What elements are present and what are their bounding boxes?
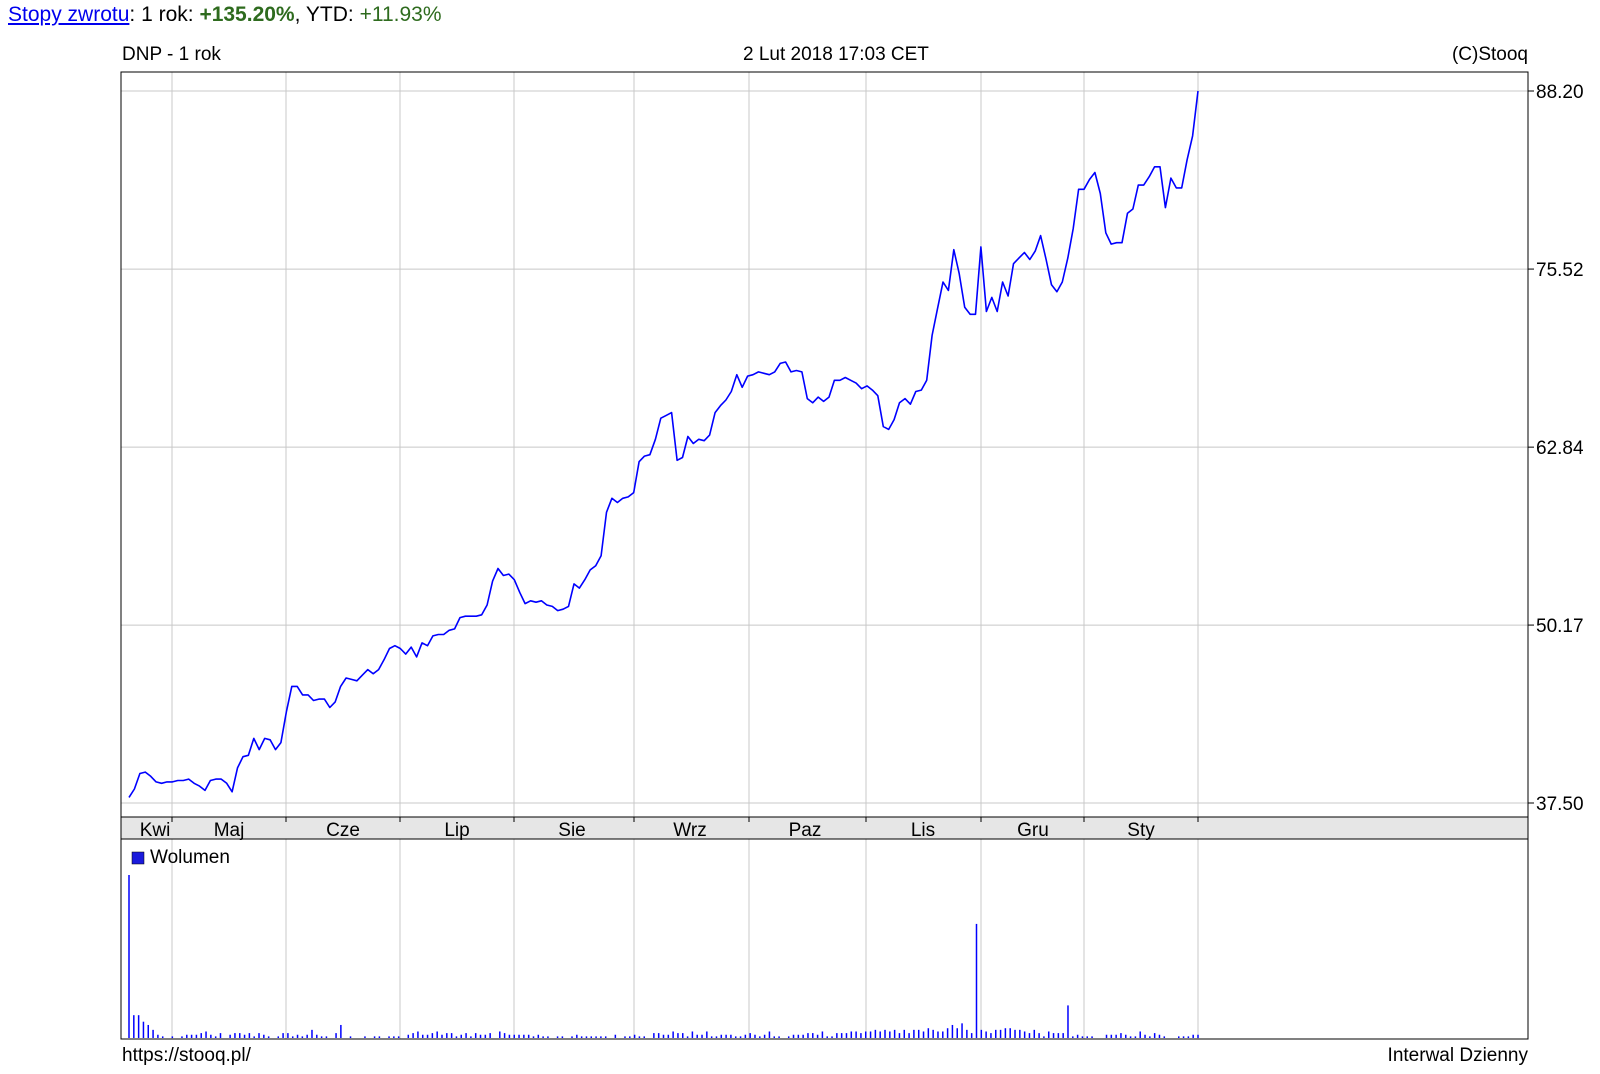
volume-legend-label: Wolumen xyxy=(150,847,230,868)
ytd-return-value: +11.93% xyxy=(359,3,442,26)
month-ticks: Kwi Maj Cze Lip Sie Wrz Paz Lis Gru Sty xyxy=(140,817,1199,841)
separator-comma: , xyxy=(294,3,306,26)
chart-timestamp: 2 Lut 2018 17:03 CET xyxy=(743,44,929,65)
month-label: Lis xyxy=(911,820,935,841)
source-url[interactable]: https://stooq.pl/ xyxy=(122,1045,251,1066)
period-return-value: +135.20% xyxy=(199,3,295,26)
y-tick-label: 75.52 xyxy=(1536,260,1584,281)
y-tick-label: 37.50 xyxy=(1536,794,1584,815)
interval-label: Interwal Dzienny xyxy=(1387,1045,1528,1066)
ytd-label: YTD: xyxy=(305,3,354,26)
price-line-series xyxy=(128,90,1199,798)
y-tick-label: 62.84 xyxy=(1536,438,1584,459)
month-label: Wrz xyxy=(673,820,706,841)
volume-legend-swatch xyxy=(131,851,145,865)
chart-symbol-title: DNP - 1 rok xyxy=(122,44,221,65)
month-label: Gru xyxy=(1017,820,1049,841)
period-label: 1 rok: xyxy=(141,3,194,26)
month-label: Sty xyxy=(1127,820,1155,841)
month-label: Kwi xyxy=(140,820,171,841)
month-label: Maj xyxy=(214,820,245,841)
returns-summary: Stopy zwrotu: 1 rok: +135.20%, YTD: +11.… xyxy=(8,0,442,30)
month-label: Sie xyxy=(558,820,585,841)
copyright-label: (C)Stooq xyxy=(1451,44,1528,65)
returns-link[interactable]: Stopy zwrotu xyxy=(8,3,130,26)
month-label: Lip xyxy=(444,820,469,841)
y-tick-label: 50.17 xyxy=(1536,616,1584,637)
y-axis-ticks: 88.20 75.52 62.84 50.17 37.50 xyxy=(1528,82,1584,815)
volume-bars xyxy=(128,875,1199,1038)
returns-colon: : xyxy=(129,3,142,26)
volume-grid xyxy=(171,839,1199,1039)
volume-plot-frame xyxy=(120,838,1529,1040)
price-grid xyxy=(121,72,1528,817)
month-label: Paz xyxy=(789,820,822,841)
month-label: Cze xyxy=(326,820,360,841)
y-tick-label: 88.20 xyxy=(1536,82,1584,103)
